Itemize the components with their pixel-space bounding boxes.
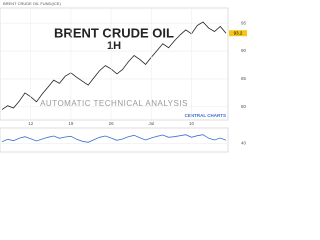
x-tick-label: 26 bbox=[109, 121, 115, 126]
annotation: AUTOMATIC TECHNICAL ANALYSIS bbox=[40, 99, 188, 108]
y-tick-label: 90 bbox=[241, 48, 247, 53]
y-tick-label: 85 bbox=[241, 76, 247, 81]
x-tick-label: Jul bbox=[148, 121, 154, 126]
last-price-box bbox=[229, 30, 247, 37]
chart: BRENT CRUDE OIL FUND(ICE) BRENT CRUDE OI… bbox=[0, 1, 247, 153]
chart-title: BRENT CRUDE OIL bbox=[54, 25, 174, 40]
x-tick-label: 10 bbox=[189, 121, 195, 126]
series-line bbox=[1, 21, 227, 110]
chart-subtitle: 1H bbox=[107, 40, 121, 52]
series-line bbox=[1, 134, 227, 143]
lower-frame bbox=[0, 127, 229, 153]
y-tick-label: 95 bbox=[241, 20, 247, 25]
main-frame bbox=[0, 7, 229, 121]
x-tick-label: 19 bbox=[68, 121, 74, 126]
y-tick-label: 40 bbox=[241, 141, 247, 146]
y-tick-label: 80 bbox=[241, 104, 247, 109]
logo: CENTRAL CHARTS bbox=[185, 113, 226, 118]
x-tick-label: 12 bbox=[28, 121, 34, 126]
last-price-label: 93.2 bbox=[234, 30, 243, 35]
header: BRENT CRUDE OIL FUND(ICE) bbox=[3, 1, 61, 6]
